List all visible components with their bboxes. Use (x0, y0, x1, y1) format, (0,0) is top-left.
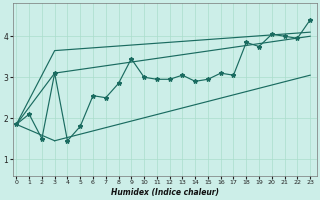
X-axis label: Humidex (Indice chaleur): Humidex (Indice chaleur) (110, 188, 219, 197)
